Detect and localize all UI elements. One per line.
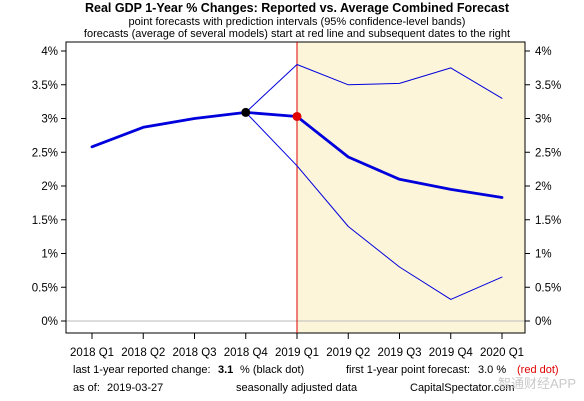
chart-subtitle-2: forecasts (average of several models) st… [84,28,510,40]
forecast-line [244,111,504,199]
as-of-label: as of: [73,382,100,394]
x-tick-label: 2018 Q3 [172,347,216,359]
chart-title: Real GDP 1-Year % Changes: Reported vs. … [85,1,510,15]
x-tick-label: 2019 Q3 [377,347,421,359]
seasonal-note: seasonally adjusted data [236,382,358,394]
reported-line [90,111,248,149]
y-tick-label-right: 4% [535,46,552,58]
forecast-band [297,42,525,333]
reported-change-unit: % (black dot) [240,364,304,376]
y-tick-label-right: 1.5% [535,215,561,227]
chart-subtitle-1: point forecasts with prediction interval… [129,16,466,28]
y-tick-label-left: 2.5% [32,147,58,159]
y-tick-label-left: 1% [41,249,58,261]
watermark-text: 智通财经APP [498,376,576,391]
x-tick-label: 2018 Q2 [121,347,165,359]
forecast-red-dot-note: (red dot) [517,364,559,376]
x-tick-label: 2019 Q2 [326,347,370,359]
forecast-dot [292,111,302,121]
x-tick-label: 2018 Q4 [224,347,269,359]
x-tick-label: 2019 Q1 [275,347,319,359]
lower-band-line [245,111,503,300]
y-tick-label-right: 0% [535,316,552,328]
source-credit: CapitalSpectator.com [410,382,515,394]
y-tick-label-left: 1.5% [32,215,58,227]
plot-frame [65,41,526,334]
y-tick-label-left: 0% [41,316,58,328]
y-tick-label-right: 3% [535,114,552,126]
y-tick-label-left: 4% [41,46,58,58]
y-tick-label-right: 2% [535,181,552,193]
y-tick-label-right: 2.5% [535,147,561,159]
forecast-value: 3.0 % [478,364,506,376]
forecast-label: first 1-year point forecast: [346,364,470,376]
y-tick-label-left: 3.5% [32,80,58,92]
x-tick-label: 2020 Q1 [480,347,524,359]
plot-area: 0% 0% 0.5% 0.5% 1% 1% 1.5% 1.5% 2% 2% 2.5% 2.5% 3% 3%… [32,41,561,359]
reported-dot [241,107,251,117]
x-tick-label: 2018 Q1 [70,347,114,359]
x-tick-label: 2019 Q4 [429,347,474,359]
reported-change-value: 3.1 [218,364,233,376]
y-tick-label-right: 1% [535,249,552,261]
y-tick-label-left: 3% [41,114,58,126]
y-tick-label-left: 2% [41,181,58,193]
y-tick-label-right: 0.5% [535,282,561,294]
as-of-date: 2019-03-27 [107,382,163,394]
y-tick-label-right: 3.5% [535,80,561,92]
y-tick-label-left: 0.5% [32,282,58,294]
reported-change-label: last 1-year reported change: [73,364,211,376]
upper-band-line [245,64,503,113]
